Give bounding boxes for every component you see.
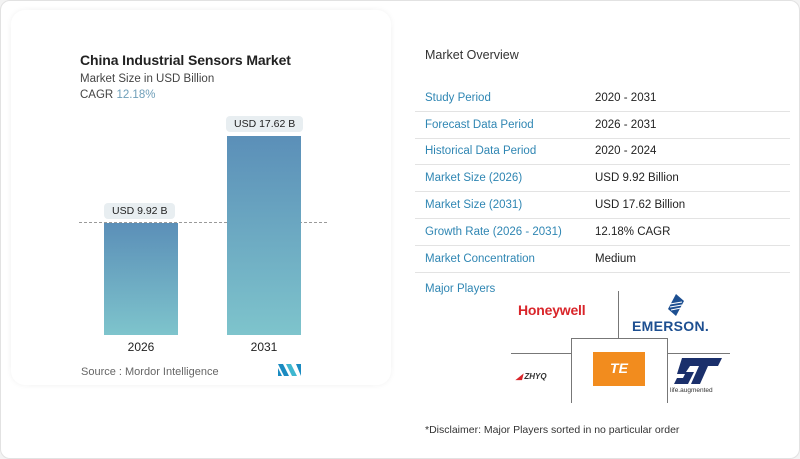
- chart-card: [11, 10, 391, 385]
- divider: [667, 353, 730, 354]
- emerson-logo: EMERSON.: [632, 318, 710, 334]
- divider: [571, 338, 667, 339]
- mordor-intelligence-logo-icon: [278, 364, 301, 376]
- overview-row-market-size-2026: Market Size (2026) USD 9.92 Billion: [415, 165, 790, 193]
- chart-title: China Industrial Sensors Market: [80, 52, 291, 68]
- market-overview-title: Market Overview: [425, 48, 519, 62]
- major-players-logos: Honeywell EMERSON. TE ◢ ZHYQ life.augmen…: [510, 291, 732, 403]
- overview-row-growth-rate: Growth Rate (2026 - 2031) 12.18% CAGR: [415, 219, 790, 246]
- major-players-title: Major Players: [425, 283, 496, 295]
- overview-label: Market Size (2031): [425, 199, 523, 212]
- overview-row-historical-period: Historical Data Period 2020 - 2024: [415, 139, 790, 166]
- overview-label: Market Size (2026): [425, 172, 523, 185]
- bar-label-2026: USD 9.92 B: [104, 203, 176, 219]
- overview-value: USD 17.62 Billion: [595, 199, 686, 212]
- overview-label: Historical Data Period: [425, 145, 537, 158]
- chart-subtitle: Market Size in USD Billion: [80, 73, 215, 85]
- emerson-mark-icon: [668, 294, 684, 316]
- cagr-label: CAGR: [80, 89, 114, 101]
- disclaimer-text: *Disclaimer: Major Players sorted in no …: [425, 424, 680, 436]
- overview-row-study-period: Study Period 2020 - 2031: [415, 85, 790, 112]
- bar-2031: [227, 136, 301, 335]
- x-tick-2031: 2031: [250, 340, 278, 354]
- cagr-value: 12.18%: [116, 89, 156, 101]
- overview-label: Forecast Data Period: [425, 118, 534, 131]
- te-connectivity-logo: TE: [593, 352, 645, 386]
- divider: [511, 353, 571, 354]
- overview-value: 2026 - 2031: [595, 118, 657, 131]
- overview-value: USD 9.92 Billion: [595, 172, 679, 185]
- overview-row-market-size-2031: Market Size (2031) USD 17.62 Billion: [415, 192, 790, 219]
- st-logo-icon: [674, 358, 722, 384]
- overview-value: 2020 - 2031: [595, 91, 657, 104]
- st-tagline: life.augmented: [670, 387, 713, 394]
- bar-label-2031: USD 17.62 B: [226, 116, 304, 132]
- divider: [667, 338, 668, 403]
- honeywell-logo: Honeywell: [518, 302, 586, 318]
- divider: [618, 291, 619, 338]
- overview-value: 2020 - 2024: [595, 145, 657, 158]
- overview-label: Growth Rate (2026 - 2031): [425, 225, 562, 238]
- overview-row-forecast-period: Forecast Data Period 2026 - 2031: [415, 112, 790, 139]
- overview-row-market-concentration: Market Concentration Medium: [415, 246, 790, 273]
- bar-2026: [104, 223, 178, 335]
- overview-value: 12.18% CAGR: [595, 225, 671, 238]
- reference-dashed-line: [79, 222, 327, 223]
- te-logo-text: TE: [610, 360, 628, 376]
- overview-label: Market Concentration: [425, 252, 535, 265]
- zhyq-logo-text: ZHYQ: [524, 372, 547, 381]
- source-text: Source : Mordor Intelligence: [81, 366, 219, 378]
- zhyq-logo: ◢ ZHYQ: [516, 372, 547, 381]
- market-overview-table: Study Period 2020 - 2031 Forecast Data P…: [415, 85, 790, 273]
- zhyq-mark-icon: ◢: [516, 372, 523, 381]
- cagr-text: CAGR 12.18%: [80, 89, 155, 101]
- divider: [571, 338, 572, 403]
- x-tick-2026: 2026: [127, 340, 155, 354]
- overview-value: Medium: [595, 252, 636, 265]
- overview-label: Study Period: [425, 91, 491, 104]
